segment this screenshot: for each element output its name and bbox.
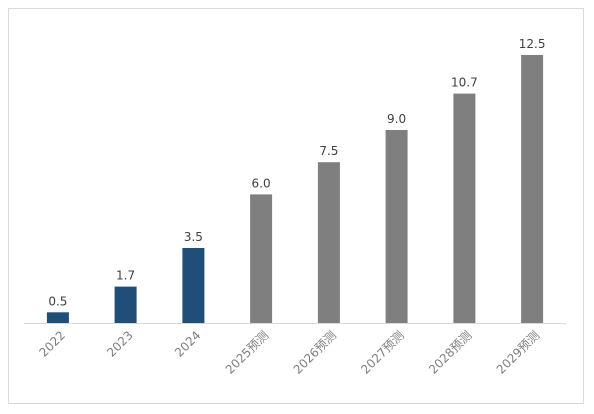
bar-2: [182, 248, 205, 323]
bar-7: [521, 55, 544, 323]
value-label-5: 9.0: [387, 112, 406, 126]
value-label-2: 3.5: [184, 230, 203, 244]
x-tick-label-2: 2024: [172, 328, 203, 359]
chart-frame: [8, 8, 584, 404]
bar-0: [46, 312, 69, 323]
x-tick-labels-group: 2022 2023 2024 2025预测 2026预测 2027预测 2028预测 2029…: [37, 328, 543, 376]
bar-1: [114, 286, 137, 323]
bar-3: [250, 194, 273, 323]
bar-6: [453, 93, 476, 323]
value-label-1: 1.7: [116, 269, 135, 283]
x-tick-label-3: 2025预测: [223, 328, 271, 376]
x-tick-label-4: 2026预测: [291, 328, 339, 376]
x-tick-label-1: 2023: [104, 328, 135, 359]
bars-group: [46, 55, 544, 323]
bar-5: [385, 130, 408, 323]
value-label-6: 10.7: [451, 76, 478, 90]
x-tick-label-6: 2028预测: [426, 328, 474, 376]
x-tick-label-5: 2027预测: [358, 328, 406, 376]
x-tick-label-7: 2029预测: [494, 328, 542, 376]
value-label-4: 7.5: [319, 144, 338, 158]
value-label-3: 6.0: [252, 176, 271, 190]
bar-4: [317, 162, 340, 323]
value-label-7: 12.5: [519, 37, 546, 51]
value-labels-group: 0.5 1.7 3.5 6.0 7.5 9.0 10.7 12.5: [48, 37, 545, 308]
x-tick-label-0: 2022: [37, 328, 68, 359]
value-label-0: 0.5: [48, 294, 67, 308]
